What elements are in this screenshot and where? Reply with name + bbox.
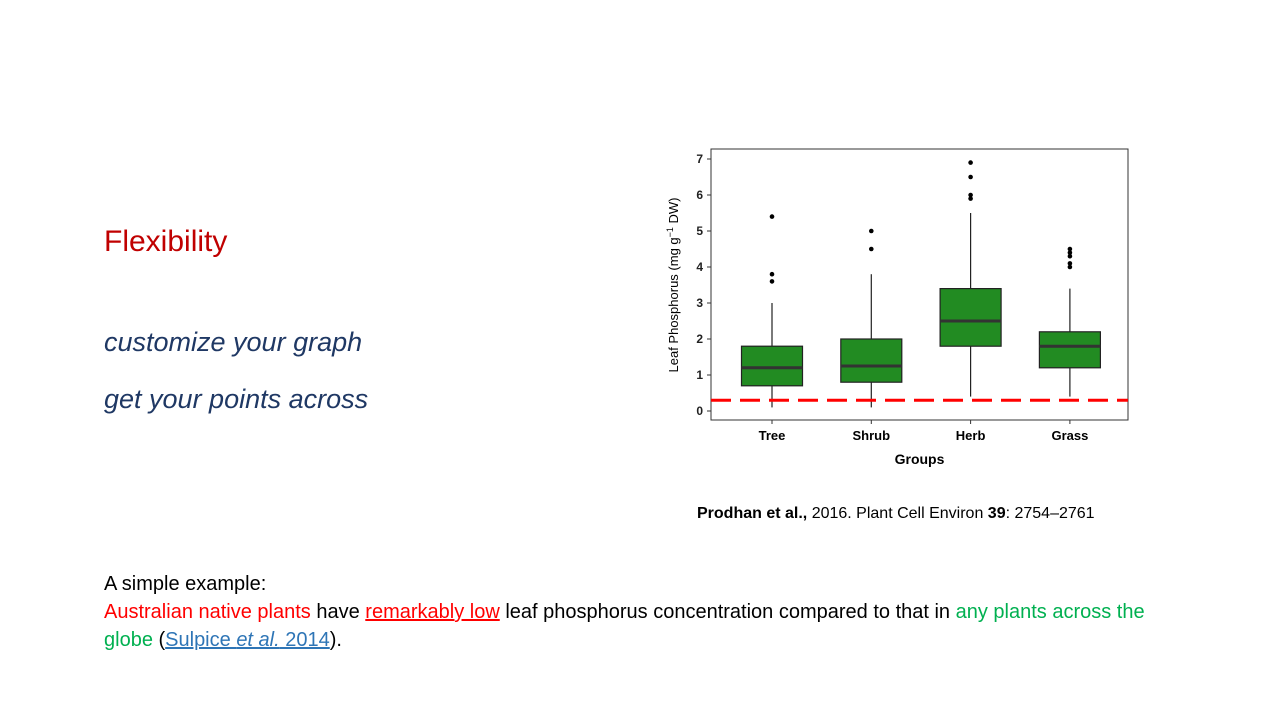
citation-volume: 39 [987,505,1006,522]
close-paren: ). [329,629,342,651]
outlier-point [769,214,775,219]
outlier-point [769,279,775,284]
y-tick-label: 6 [696,188,703,202]
remarkably-low-text: remarkably low [365,601,500,623]
link-author: Sulpice [165,629,237,651]
citation-year-journal: 2016. Plant Cell Environ [807,505,988,522]
example-text: A simple example: Australian native plan… [104,570,1164,654]
box-shrub [840,338,903,383]
x-axis-label: Groups [895,451,945,467]
outlier-point [1067,264,1073,270]
y-tick-label: 0 [696,404,703,418]
bullet-points-across: get your points across [104,384,369,414]
outlier-point [968,196,973,201]
box-herb [939,288,1002,347]
citation: Prodhan et al., 2016. Plant Cell Environ… [697,504,1095,524]
outlier-point [1067,250,1073,255]
example-sentence: Australian native plants have remarkably… [104,598,1164,654]
x-tick-label: Grass [1051,428,1088,443]
y-tick-label: 5 [696,224,703,238]
plot-frame [710,148,1129,421]
outlier-point [769,271,775,277]
outlier-point [869,246,874,252]
citation-authors: Prodhan et al., [697,505,808,522]
x-tick-label: Herb [956,428,986,443]
outlier-point [968,174,973,180]
outlier-point [1067,253,1073,259]
y-tick-label: 4 [696,260,703,274]
citation-pages: : 2754–2761 [1005,505,1095,522]
outlier-point [968,160,973,165]
y-axis-label: Leaf Phosphorus (mg g−1 DW) [665,197,681,372]
bullet-customize: customize your graph [104,327,363,357]
outlier-point [968,192,973,198]
boxplot-chart: 0 1 2 3 4 5 6 7 Leaf Phosphorus (mg g−1 DW) Tree S… [665,148,1129,467]
y-tick-label: 7 [696,152,703,166]
slide-heading: Flexibility [104,225,228,258]
australian-plants-text: Australian native plants [104,601,311,623]
link-year: 2014 [279,629,330,651]
box-grass [1038,331,1101,369]
outlier-point [869,228,874,234]
any-plants-text: any plants across the globe [104,601,1145,651]
outlier-point [1067,246,1073,252]
box-tree [740,345,804,387]
x-tick-label: Shrub [853,428,891,443]
y-tick-label: 1 [696,368,703,382]
leaf-phosphorus-text: leaf phosphorus concentration compared t… [499,601,956,623]
outlier-point [1067,261,1073,266]
example-intro: A simple example: [104,573,267,595]
have-text: have [310,601,366,623]
open-paren: ( [152,629,166,651]
x-tick-label: Tree [759,428,786,443]
y-tick-label: 2 [696,332,703,346]
sulpice-reference-link[interactable]: Sulpice et al. 2014 [165,629,330,651]
y-tick-label: 3 [696,296,703,310]
link-etal: et al. [236,629,280,651]
